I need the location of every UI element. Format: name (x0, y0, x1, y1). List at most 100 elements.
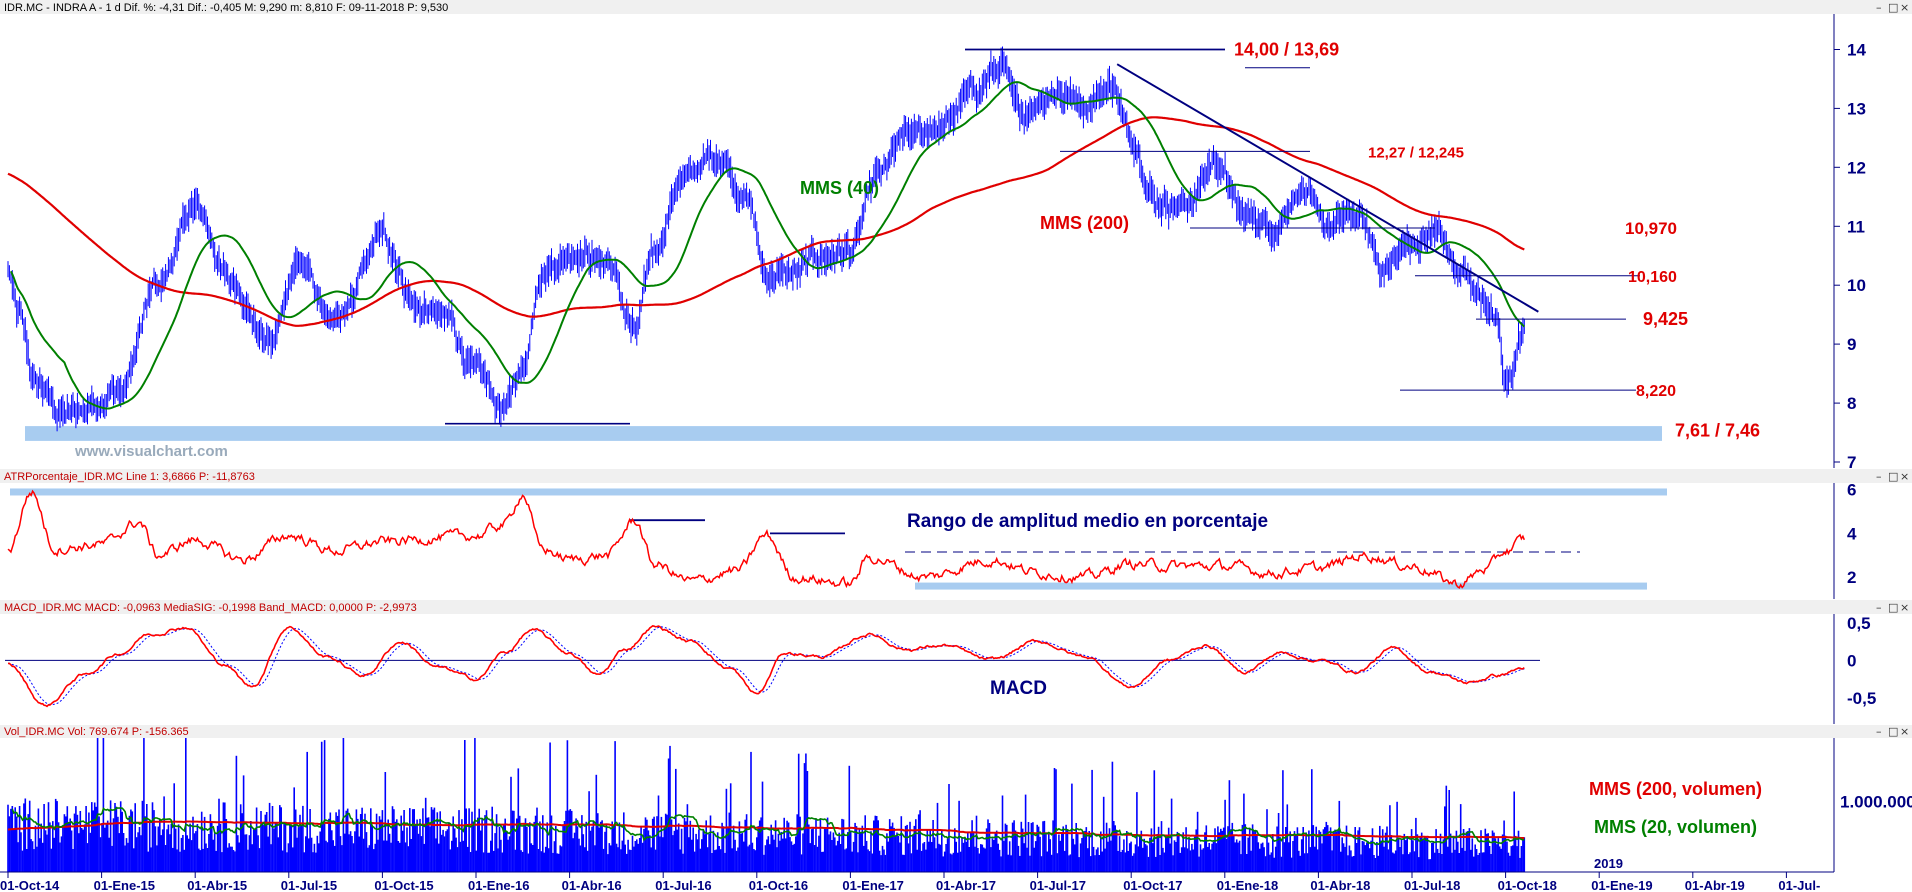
year-marker: 2019 (1594, 856, 1623, 871)
downtrend-line (1116, 63, 1539, 313)
minimize-icon[interactable]: – (1876, 470, 1882, 483)
date-tick-label: 01-Jul-16 (655, 878, 711, 892)
maximize-icon[interactable]: □ (1888, 1, 1898, 14)
date-tick-labels: 01-Oct-14 01-Ene-15 01-Abr-15 01-Jul-15 01-O… (0, 872, 1820, 892)
date-tick-label: 01-Jul-15 (281, 878, 337, 892)
support-band (25, 426, 1662, 441)
close-icon[interactable]: × (1900, 725, 1909, 738)
atr-panel: ATRPorcentaje_IDR.MC Line 1: 3,6866 P: -… (0, 469, 1912, 599)
minimize-icon[interactable]: – (1876, 725, 1882, 738)
macd-signal-line (8, 626, 1525, 706)
date-tick-label: 01-Ene-16 (468, 878, 529, 892)
macd-tick-label: -0,5 (1847, 689, 1876, 708)
price-tick-label: 13 (1847, 99, 1866, 118)
sma40-label: MMS (40) (800, 178, 879, 198)
volume-panel: Vol_IDR.MC Vol: 769.674 P: -156.365 – □ … (0, 725, 1912, 872)
level-labels: 14,00 / 13,69 12,27 / 12,245 10,970 10,160 9… (1234, 40, 1760, 441)
price-tick-label: 10 (1847, 276, 1866, 295)
macd-window-buttons[interactable]: – □ × (1876, 601, 1909, 614)
price-y-tick-labels: 14 13 12 11 10 9 8 7 (1834, 41, 1866, 472)
atr-tick-label: 6 (1847, 481, 1856, 500)
date-tick-label: 01-Jul- (1778, 878, 1820, 892)
maximize-icon[interactable]: □ (1888, 601, 1898, 614)
macd-y-tick-labels: 0,5 0 -0,5 (1847, 614, 1876, 708)
maximize-icon[interactable]: □ (1888, 470, 1898, 483)
level-label: 8,220 (1636, 383, 1676, 400)
vol-sma20-line (11, 807, 1525, 846)
price-tick-label: 11 (1847, 217, 1865, 236)
atr-high-band (10, 488, 1667, 496)
date-tick-label: 01-Abr-16 (562, 878, 622, 892)
macd-panel: MACD_IDR.MC MACD: -0,0963 MediaSIG: -0,1… (0, 600, 1912, 724)
price-window-buttons[interactable]: – □ × (1876, 1, 1909, 14)
date-tick-label: 01-Oct-15 (374, 878, 433, 892)
volume-bars (7, 738, 1526, 872)
price-panel-header: IDR.MC - INDRA A - 1 d Dif. %: -4,31 Dif… (4, 2, 448, 14)
level-label: 10,970 (1625, 219, 1677, 238)
macd-tick-label: 0,5 (1847, 614, 1871, 633)
atr-tick-label: 4 (1847, 524, 1857, 543)
close-icon[interactable]: × (1900, 470, 1909, 483)
vol-panel-header-bar (0, 725, 1912, 738)
atr-panel-header: ATRPorcentaje_IDR.MC Line 1: 3,6866 P: -… (4, 471, 255, 483)
minimize-icon[interactable]: – (1876, 1, 1882, 14)
date-tick-label: 01-Oct-16 (749, 878, 808, 892)
level-label: 12,27 / 12,245 (1368, 144, 1464, 161)
sma40-line (10, 81, 1525, 410)
atr-annotation: Rango de amplitud medio en porcentaje (907, 511, 1268, 532)
level-label: 7,61 / 7,46 (1675, 421, 1760, 441)
atr-window-buttons[interactable]: – □ × (1876, 470, 1909, 483)
date-tick-label: 01-Oct-17 (1123, 878, 1182, 892)
price-tick-label: 12 (1847, 158, 1866, 177)
atr-line (7, 489, 1525, 590)
vol-panel-header: Vol_IDR.MC Vol: 769.674 P: -156.365 (4, 726, 189, 738)
date-tick-label: 01-Jul-18 (1404, 878, 1460, 892)
watermark: www.visualchart.com (74, 443, 228, 460)
maximize-icon[interactable]: □ (1888, 725, 1898, 738)
date-tick-label: 01-Abr-15 (187, 878, 247, 892)
level-label: 10,160 (1628, 269, 1677, 286)
close-icon[interactable]: × (1900, 601, 1909, 614)
date-tick-label: 01-Jul-17 (1030, 878, 1086, 892)
macd-tick-label: 0 (1847, 651, 1856, 670)
sma200-line (7, 116, 1525, 327)
vol-tick-label: 1.000.000 (1840, 793, 1912, 812)
price-panel: IDR.MC - INDRA A - 1 d Dif. %: -4,31 Dif… (0, 0, 1912, 472)
level-label: 9,425 (1643, 309, 1688, 329)
sma200-label: MMS (200) (1040, 213, 1129, 233)
macd-line (8, 625, 1525, 708)
vol-sma200-label: MMS (200, volumen) (1589, 779, 1762, 799)
price-tick-label: 14 (1847, 41, 1866, 60)
macd-panel-header: MACD_IDR.MC MACD: -0,0963 MediaSIG: -0,1… (4, 602, 417, 614)
atr-tick-label: 2 (1847, 568, 1856, 587)
close-icon[interactable]: × (1900, 1, 1909, 14)
date-tick-label: 01-Ene-19 (1591, 878, 1652, 892)
date-tick-label: 01-Abr-17 (936, 878, 996, 892)
date-tick-label: 01-Ene-17 (842, 878, 903, 892)
minimize-icon[interactable]: – (1876, 601, 1882, 614)
vol-window-buttons[interactable]: – □ × (1876, 725, 1909, 738)
price-plot-area (0, 14, 1834, 468)
atr-low-band (915, 582, 1647, 590)
date-tick-label: 01-Oct-14 (0, 878, 60, 892)
vol-sma20-label: MMS (20, volumen) (1594, 817, 1757, 837)
atr-panel-header-bar (0, 469, 1912, 483)
level-label: 14,00 / 13,69 (1234, 40, 1339, 60)
date-tick-label: 01-Ene-15 (94, 878, 155, 892)
macd-panel-header-bar (0, 600, 1912, 614)
date-tick-label: 01-Abr-18 (1310, 878, 1370, 892)
macd-annotation: MACD (990, 678, 1047, 699)
date-tick-label: 01-Oct-18 (1498, 878, 1557, 892)
price-tick-label: 9 (1847, 335, 1856, 354)
price-panel-header-bar (0, 0, 1912, 14)
price-tick-label: 7 (1847, 453, 1856, 472)
vol-y-tick-labels: 1.000.000 (1840, 793, 1912, 812)
atr-peak-lines (630, 519, 845, 535)
date-axis: 01-Oct-14 01-Ene-15 01-Abr-15 01-Jul-15 01-O… (0, 856, 1834, 892)
date-tick-label: 01-Abr-19 (1685, 878, 1745, 892)
level-lines (445, 48, 1640, 425)
price-tick-label: 8 (1847, 394, 1856, 413)
atr-y-tick-labels: 6 4 2 (1847, 481, 1857, 587)
date-tick-label: 01-Ene-18 (1217, 878, 1278, 892)
